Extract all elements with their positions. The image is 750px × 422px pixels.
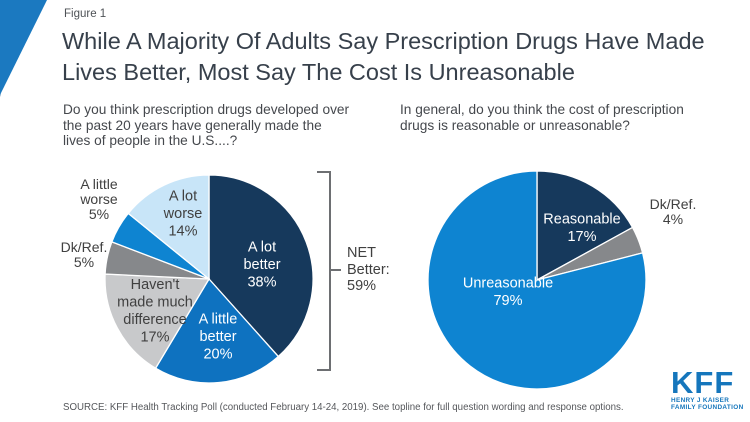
pie-slice-a-lot-better bbox=[208, 174, 314, 358]
kff-logo-line2: FAMILY FOUNDATION bbox=[671, 404, 744, 412]
pie-slice-label-a-little-better: A little better 20% bbox=[199, 312, 238, 363]
pie-slice-haven-t-made-much-difference bbox=[104, 273, 211, 370]
pie-slice-reasonable bbox=[536, 170, 634, 282]
page-title: While A Majority Of Adults Say Prescript… bbox=[62, 28, 705, 85]
pie-slice-label-haven-t-made-much-difference: Haven't made much difference 17% bbox=[117, 277, 193, 346]
kff-logo-line1: HENRY J KAISER bbox=[671, 397, 730, 404]
net-better-label: NET Better: 59% bbox=[347, 245, 390, 294]
pie-slice-a-little-better bbox=[154, 277, 280, 384]
corner-triangle-blue bbox=[0, 0, 47, 95]
pie-slice-label-a-lot-better: A lot better 38% bbox=[243, 240, 280, 291]
kff-logo-text: KFF bbox=[671, 365, 735, 400]
pie-slice-label-unreasonable: Unreasonable 79% bbox=[463, 275, 553, 309]
callout-dk-ref-right: Dk/Ref. 4% bbox=[649, 196, 697, 227]
question-left: Do you think prescription drugs develope… bbox=[63, 102, 350, 148]
pie-slice-label-reasonable: Reasonable 17% bbox=[543, 211, 620, 245]
question-right: In general, do you think the cost of pre… bbox=[400, 102, 684, 133]
corner-triangle-decoration bbox=[0, 0, 47, 97]
net-better-bracket-tick bbox=[331, 269, 341, 271]
source-note: SOURCE: KFF Health Tracking Poll (conduc… bbox=[63, 402, 624, 413]
pie-slice-label-a-lot-worse: A lot worse 14% bbox=[163, 189, 203, 240]
figure-label: Figure 1 bbox=[64, 8, 107, 20]
pie-slice-a-lot-worse bbox=[127, 174, 210, 281]
cost-pie-chart: Reasonable 17% Unreasonable 79% bbox=[427, 170, 647, 390]
callout-a-little-worse: A little worse 5% bbox=[80, 176, 118, 222]
callout-dk-ref-left: Dk/Ref. 5% bbox=[60, 239, 108, 270]
kff-logo: KFF HENRY J KAISER FAMILY FOUNDATION bbox=[671, 365, 744, 412]
net-better-bracket bbox=[317, 171, 331, 371]
made-lives-pie-chart: A lot better 38%A little better 20%Haven't ma… bbox=[104, 174, 314, 384]
kff-logo-subtext: HENRY J KAISER FAMILY FOUNDATION bbox=[671, 397, 744, 412]
pie-slice-unreasonable bbox=[427, 170, 647, 390]
